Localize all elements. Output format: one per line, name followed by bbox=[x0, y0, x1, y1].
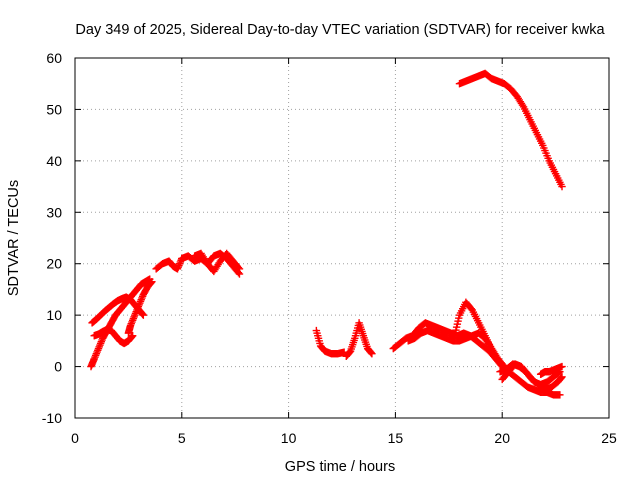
data-point bbox=[556, 391, 564, 399]
y-tick-label: 10 bbox=[46, 307, 62, 323]
y-tick-label: -10 bbox=[42, 410, 62, 426]
data-point bbox=[558, 182, 566, 191]
gridlines bbox=[75, 58, 609, 418]
data-point bbox=[148, 278, 156, 286]
y-tick-label: 50 bbox=[46, 101, 62, 117]
x-tick-label: 5 bbox=[178, 430, 186, 446]
data-point bbox=[368, 350, 376, 358]
data-point bbox=[234, 263, 243, 272]
data-point bbox=[455, 314, 463, 322]
y-tick-label: 60 bbox=[46, 50, 62, 66]
x-tick-label: 20 bbox=[494, 430, 510, 446]
x-tick-labels: 0 5 10 15 20 25 bbox=[71, 430, 617, 446]
data-point bbox=[454, 317, 462, 325]
data-point bbox=[558, 373, 566, 381]
x-axis-label: GPS time / hours bbox=[285, 459, 395, 475]
data-point bbox=[557, 374, 565, 382]
x-tick-label: 15 bbox=[388, 430, 404, 446]
data-point bbox=[147, 278, 155, 287]
data-point bbox=[452, 326, 460, 334]
data-point bbox=[128, 332, 136, 341]
data-point bbox=[139, 311, 148, 319]
y-tick-label: 0 bbox=[54, 359, 62, 375]
data-point bbox=[453, 320, 462, 328]
tick-marks bbox=[74, 57, 610, 419]
chart-title: Day 349 of 2025, Sidereal Day-to-day VTE… bbox=[75, 22, 605, 38]
data-point bbox=[367, 349, 375, 357]
data-point bbox=[235, 265, 244, 273]
data-point bbox=[138, 310, 147, 318]
plot-frame bbox=[74, 57, 610, 419]
x-tick-label: 25 bbox=[601, 430, 617, 446]
data-points bbox=[87, 69, 566, 399]
y-tick-label: 20 bbox=[46, 256, 62, 272]
y-tick-label: 40 bbox=[46, 153, 62, 169]
data-point bbox=[558, 362, 566, 371]
y-tick-labels: -10 0 10 20 30 40 50 60 bbox=[42, 50, 62, 426]
data-point bbox=[452, 323, 461, 331]
data-point bbox=[128, 332, 137, 340]
y-axis-label: SDTVAR / TECUs bbox=[6, 180, 22, 296]
y-tick-label: 30 bbox=[46, 204, 62, 220]
x-tick-label: 0 bbox=[71, 430, 79, 446]
x-tick-label: 10 bbox=[281, 430, 297, 446]
data-point bbox=[451, 329, 459, 337]
